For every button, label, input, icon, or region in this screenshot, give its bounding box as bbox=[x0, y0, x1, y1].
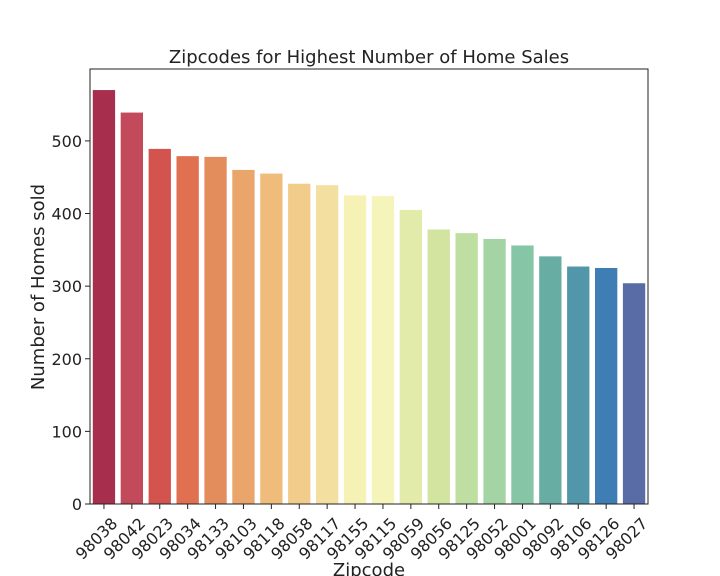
bar-98117 bbox=[315, 185, 339, 504]
bar-98118 bbox=[260, 173, 283, 505]
x-axis: 9803898042980239803498133981039811898058… bbox=[72, 504, 651, 563]
y-tick-label: 500 bbox=[51, 132, 82, 151]
bar-98034 bbox=[176, 156, 199, 504]
bar-98042 bbox=[120, 112, 144, 504]
y-axis-label: Number of Homes sold bbox=[28, 184, 49, 390]
bar-98103 bbox=[232, 169, 255, 504]
bar-98115 bbox=[371, 196, 395, 505]
x-axis-label: Zipcode bbox=[333, 560, 405, 576]
y-tick-label: 0 bbox=[72, 495, 82, 514]
plot-frame bbox=[89, 68, 649, 505]
y-axis: 0 100 200 300 400 500 bbox=[51, 132, 90, 514]
bar-98059 bbox=[399, 209, 423, 504]
bar-98056 bbox=[427, 229, 450, 504]
bar-98052 bbox=[483, 238, 506, 504]
bar-98125 bbox=[455, 233, 478, 504]
bars-group bbox=[92, 90, 646, 505]
bar-98106 bbox=[567, 266, 590, 504]
y-tick-label: 100 bbox=[51, 422, 82, 441]
chart-title: Zipcodes for Highest Number of Home Sale… bbox=[169, 47, 569, 68]
bar-98023 bbox=[148, 148, 171, 505]
bar-98155 bbox=[343, 195, 367, 504]
y-tick-label: 200 bbox=[51, 350, 82, 369]
bar-98001 bbox=[511, 245, 534, 504]
bar-98133 bbox=[204, 156, 227, 504]
y-tick-label: 300 bbox=[51, 277, 82, 296]
bar-98038 bbox=[92, 90, 116, 505]
bar-98058 bbox=[288, 183, 311, 504]
bar-98027 bbox=[622, 283, 646, 504]
bar-98092 bbox=[539, 256, 562, 504]
bar-98126 bbox=[594, 267, 618, 504]
y-tick-label: 400 bbox=[51, 205, 82, 224]
